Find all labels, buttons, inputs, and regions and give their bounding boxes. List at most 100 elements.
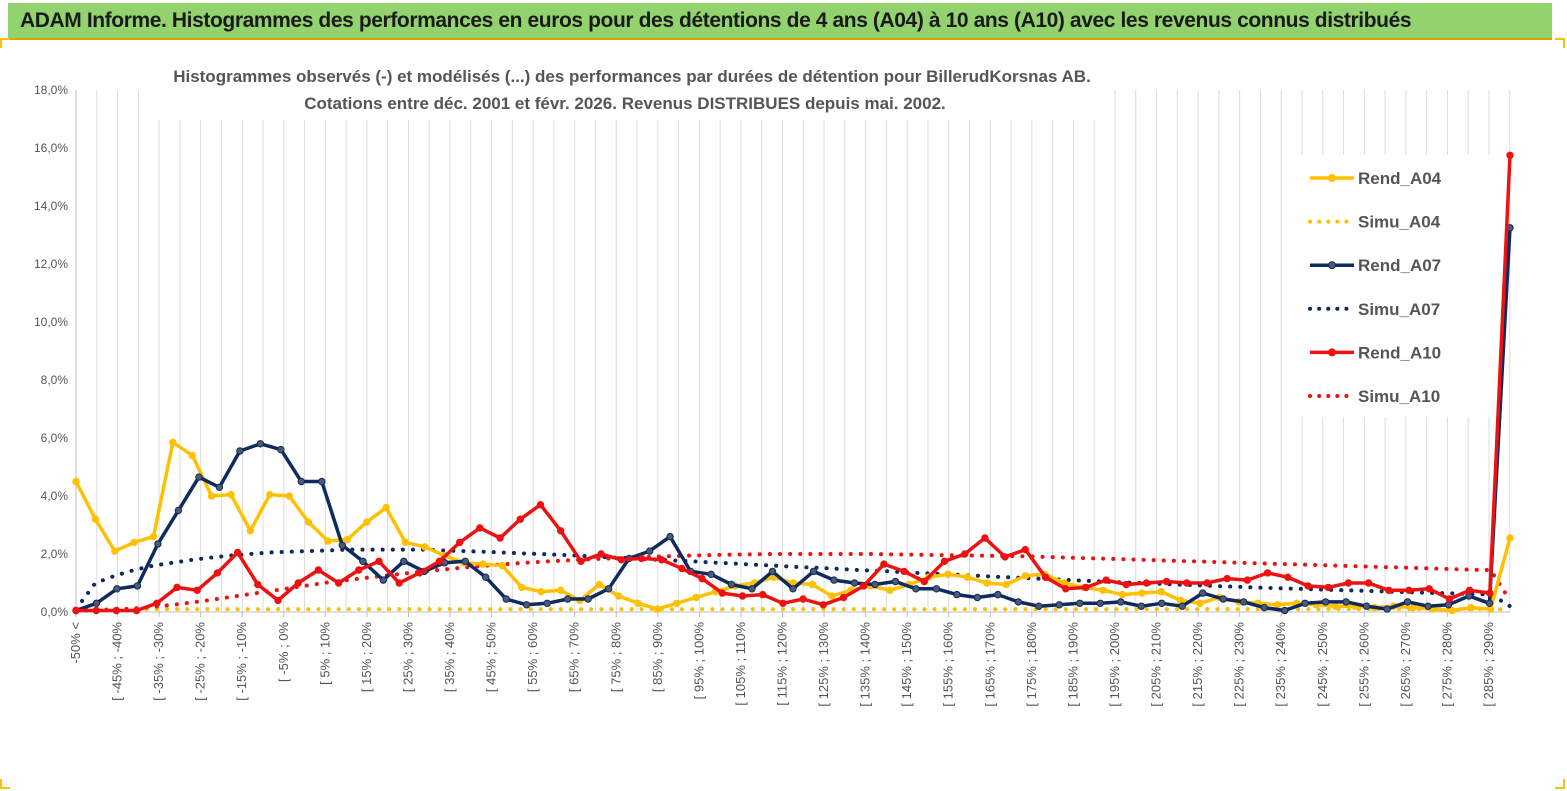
data-point: [1425, 585, 1433, 593]
x-tick-label: [ -45% ; -40%: [110, 622, 125, 701]
data-point: [1001, 553, 1009, 561]
x-tick-label: [ -15% ; -10%: [234, 622, 249, 701]
x-tick-label: [ 105% ; 110%: [733, 622, 748, 706]
x-tick-label: [ 235% ; 240%: [1273, 622, 1288, 707]
data-point: [254, 580, 262, 589]
data-point: [274, 596, 282, 605]
x-tick-label: [ 185% ; 190%: [1065, 622, 1080, 707]
data-point: [395, 579, 403, 587]
x-tick-label: [ -5% ; 0%: [276, 622, 291, 682]
legend-item-rend-a04: Rend_A04: [1310, 169, 1442, 188]
x-tick-label: [ 125% ; 130%: [816, 622, 831, 707]
data-point: [597, 550, 605, 558]
data-point: [718, 589, 726, 597]
data-point: [808, 580, 817, 589]
x-tick-label: [ 135% ; 140%: [858, 622, 873, 707]
data-point: [213, 569, 222, 577]
data-point: [1243, 576, 1252, 584]
data-point: [983, 579, 991, 587]
data-point: [537, 588, 545, 596]
x-tick-label: [ 35% ; 40%: [442, 622, 457, 693]
data-point: [1014, 598, 1022, 606]
data-point: [1486, 605, 1495, 613]
x-tick-label: [ 115% ; 120%: [775, 622, 790, 706]
data-point: [637, 554, 646, 563]
data-point: [91, 515, 100, 523]
data-point: [920, 577, 928, 586]
data-point: [973, 593, 982, 602]
data-point: [400, 557, 408, 565]
data-point: [1448, 606, 1456, 615]
data-point: [1364, 579, 1373, 587]
data-point: [1342, 598, 1350, 606]
legend-label: Rend_A10: [1358, 343, 1441, 362]
data-point: [768, 567, 777, 576]
data-point: [595, 580, 603, 589]
data-point: [1385, 586, 1393, 594]
data-point: [479, 560, 487, 568]
data-point: [577, 557, 585, 565]
chart-title-line-1: Histogrammes observés (-) et modélisés (…: [173, 67, 1091, 86]
data-point: [779, 599, 787, 607]
data-point: [1041, 573, 1050, 581]
x-tick-label: [ 45% ; 50%: [484, 622, 499, 693]
legend-item-simu-a10: Simu_A10: [1308, 387, 1440, 406]
data-point: [727, 580, 736, 589]
y-tick-label: 16,0%: [34, 141, 68, 155]
data-point: [1021, 545, 1030, 554]
x-tick-label: [ 155% ; 160%: [941, 622, 956, 707]
corner-top-left: [0, 38, 10, 48]
data-point: [516, 515, 524, 523]
data-point: [266, 490, 274, 499]
series-rend-a10: [72, 151, 1514, 615]
data-point: [961, 550, 969, 558]
data-point: [617, 556, 625, 564]
x-tick-label: [ 205% ; 210%: [1149, 622, 1164, 707]
data-point: [359, 557, 367, 565]
data-point: [112, 606, 121, 615]
x-tick-label: [ 145% ; 150%: [899, 622, 914, 707]
data-point: [1082, 583, 1090, 592]
x-tick-label: -50% <: [68, 622, 83, 664]
data-point: [498, 561, 506, 570]
x-tick-label: [ 175% ; 180%: [1024, 622, 1039, 707]
data-point: [482, 573, 490, 581]
legend-marker: [1328, 261, 1336, 270]
data-point: [536, 501, 545, 509]
data-point: [496, 534, 504, 542]
data-point: [860, 582, 868, 590]
data-point: [456, 538, 464, 547]
x-tick-label: [ 75% ; 80%: [608, 622, 623, 693]
data-point: [1467, 603, 1475, 612]
data-point: [1062, 585, 1070, 593]
legend-item-simu-a04: Simu_A04: [1308, 213, 1441, 232]
data-point: [871, 580, 879, 589]
data-point: [1301, 599, 1309, 607]
data-point: [304, 518, 313, 526]
data-point: [435, 557, 444, 565]
data-point: [880, 560, 888, 568]
x-tick-label: [ 15% ; 20%: [359, 622, 374, 693]
data-point: [1055, 601, 1064, 609]
data-point: [113, 585, 121, 593]
corner-top-right: [1555, 38, 1565, 48]
data-point: [149, 532, 158, 541]
data-point: [1142, 579, 1151, 587]
data-point: [1383, 605, 1391, 613]
x-tick-label: [ 245% ; 250%: [1315, 622, 1330, 707]
data-point: [1273, 601, 1282, 609]
series-line: [74, 547, 1512, 612]
data-point: [1321, 598, 1330, 606]
data-point: [940, 557, 949, 565]
data-point: [154, 540, 162, 548]
data-point: [277, 445, 285, 454]
x-tick-label: [ 265% ; 270%: [1398, 622, 1413, 707]
data-point: [1240, 598, 1248, 606]
legend-label: Simu_A04: [1358, 213, 1441, 232]
data-point: [518, 583, 526, 592]
legend-item-rend-a07: Rend_A07: [1310, 256, 1441, 275]
data-point: [207, 492, 216, 500]
data-point: [981, 534, 989, 542]
data-point: [375, 557, 383, 565]
data-point: [1506, 151, 1514, 160]
